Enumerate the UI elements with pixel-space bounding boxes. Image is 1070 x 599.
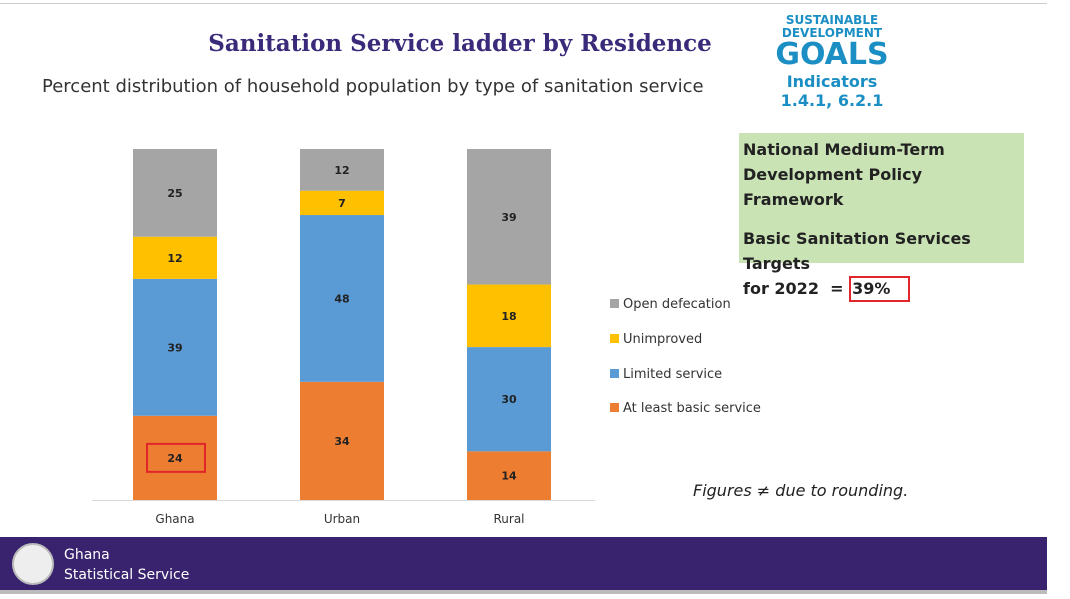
category-label: Rural xyxy=(493,512,524,526)
page-title: Sanitation Service ladder by Residence xyxy=(208,30,712,57)
policy-target: 39% xyxy=(849,276,911,302)
bar-segment xyxy=(300,381,384,500)
sdg-logo: SUSTAINABLE DEVELOPMENT GOALS Indicators… xyxy=(772,13,892,111)
sdg-line3: GOALS xyxy=(775,37,889,72)
data-label: 12 xyxy=(167,252,182,265)
policy-line2: Development Policy Framework xyxy=(743,165,923,209)
rounding-note: Figures ≠ due to rounding. xyxy=(693,481,909,500)
bar-segment xyxy=(133,236,217,279)
sdg-codes: 1.4.1, 6.2.1 xyxy=(780,91,884,110)
bar-segment xyxy=(467,347,551,452)
bar-segment xyxy=(133,149,217,237)
stacked-bar-chart: 24 39 12 25 Ghana 34 48 7 12 Urban 14 30 18 39 Rural Op… xyxy=(92,149,761,526)
legend-swatch xyxy=(610,334,619,343)
legend-label: At least basic service xyxy=(623,401,761,416)
bar-segment xyxy=(467,451,551,500)
bar-segment xyxy=(133,278,217,416)
policy-line3: Basic Sanitation Services Targets xyxy=(743,229,971,273)
org-name: Ghana Statistical Service xyxy=(64,545,189,585)
data-label: 12 xyxy=(334,164,349,177)
sdg-line2: DEVELOPMENT xyxy=(781,26,883,40)
org-line1: Ghana xyxy=(64,547,110,563)
policy-box: National Medium-Term Development Policy … xyxy=(739,133,1024,302)
org-line2: Statistical Service xyxy=(64,567,190,583)
legend-label: Open defecation xyxy=(623,297,731,312)
sdg-indicators: Indicators xyxy=(786,72,878,91)
bar-segment xyxy=(467,284,551,348)
data-label: 25 xyxy=(167,187,182,200)
page-subtitle: Percent distribution of household popula… xyxy=(42,76,704,97)
data-label: 14 xyxy=(501,470,517,483)
bar-segment xyxy=(300,149,384,191)
data-label: 34 xyxy=(334,435,350,448)
category-label: Ghana xyxy=(155,512,194,526)
data-label: 18 xyxy=(501,310,516,323)
bar-segment xyxy=(300,215,384,382)
sdg-line1: SUSTAINABLE xyxy=(785,13,879,27)
legend-swatch xyxy=(610,299,619,308)
data-label: 30 xyxy=(501,393,517,406)
bar-segment xyxy=(300,190,384,216)
legend-swatch xyxy=(610,369,619,378)
data-label: 48 xyxy=(334,292,349,305)
gss-logo-icon xyxy=(12,543,54,585)
footer-bar: Ghana Statistical Service xyxy=(0,537,1047,594)
data-label: 7 xyxy=(338,197,346,210)
policy-line4: for 2022 = xyxy=(743,279,850,298)
legend-swatch xyxy=(610,403,619,412)
top-divider xyxy=(0,3,1047,4)
data-label: 39 xyxy=(167,341,182,354)
category-label: Urban xyxy=(324,512,360,526)
data-label: 24 xyxy=(167,452,183,465)
bar-segment xyxy=(467,149,551,285)
highlight-box xyxy=(146,442,206,473)
data-label: 39 xyxy=(501,211,516,224)
legend-label: Unimproved xyxy=(623,332,702,347)
policy-line1: National Medium-Term xyxy=(743,140,945,159)
legend-label: Limited service xyxy=(623,367,722,382)
